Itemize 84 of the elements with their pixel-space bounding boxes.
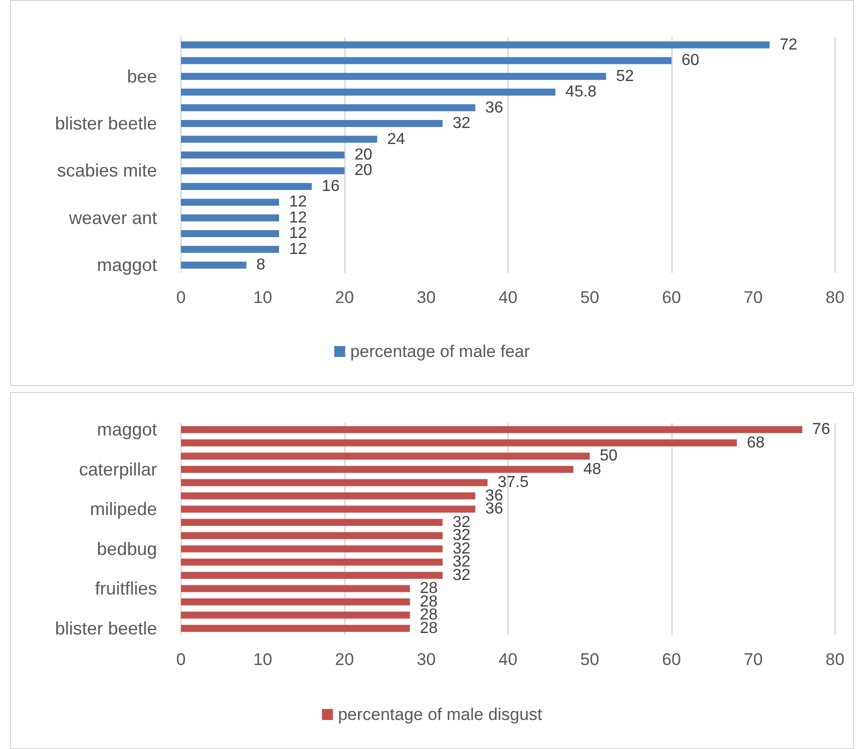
y-tick-label: bee: [126, 66, 157, 86]
data-label: 60: [682, 52, 700, 70]
bar: [181, 492, 476, 500]
bar: [181, 466, 574, 473]
y-tick-label: caterpillar: [78, 459, 158, 480]
y-tick-label: blister beetle: [54, 114, 157, 134]
y-tick-label: milipede: [90, 499, 157, 520]
x-tick-label: 10: [253, 288, 272, 307]
data-label: 12: [289, 225, 307, 242]
data-label: 48: [583, 460, 602, 478]
bar: [181, 152, 344, 158]
bar: [181, 558, 443, 566]
bar: [181, 585, 410, 592]
data-label: 12: [289, 194, 307, 211]
data-label: 32: [452, 566, 470, 584]
bar: [181, 518, 443, 526]
bar: [181, 230, 280, 238]
data-label: 52: [616, 68, 634, 85]
y-tick-label: maggot: [96, 255, 157, 276]
bar: [181, 612, 410, 619]
x-tick-label: 0: [176, 288, 186, 307]
bar: [181, 262, 246, 269]
data-label: 20: [354, 162, 372, 180]
bar: [181, 57, 672, 64]
bar: [181, 426, 802, 434]
data-label: 45.8: [565, 84, 597, 101]
x-tick-label: 50: [580, 288, 600, 307]
data-label: 28: [420, 620, 438, 637]
data-label: 50: [600, 448, 618, 465]
y-tick-label: scabies mite: [56, 160, 157, 181]
x-tick-label: 10: [253, 650, 272, 669]
bar: [181, 479, 488, 486]
bar: [181, 624, 410, 632]
data-label: 20: [354, 146, 372, 164]
x-tick-label: 30: [416, 650, 436, 669]
bar: [181, 120, 443, 128]
bar: [181, 136, 378, 143]
data-label: 16: [322, 178, 340, 195]
x-tick-label: 80: [826, 288, 844, 307]
x-tick-label: 70: [744, 650, 763, 669]
data-label: 24: [387, 130, 406, 148]
data-label: 76: [812, 421, 830, 438]
legend-label: percentage of male disgust: [338, 705, 542, 724]
x-tick-label: 70: [744, 288, 763, 307]
bar: [181, 72, 606, 80]
data-label: 36: [485, 99, 504, 116]
bar: [181, 572, 443, 579]
bar: [181, 532, 443, 540]
bar: [181, 506, 476, 513]
x-tick-label: 60: [662, 288, 681, 307]
x-tick-label: 0: [176, 650, 186, 669]
data-label: 32: [452, 115, 470, 132]
bar: [181, 182, 312, 190]
legend-label: percentage of male fear: [350, 342, 530, 361]
bar: [181, 452, 590, 460]
data-label: 72: [780, 36, 798, 54]
x-tick-label: 30: [416, 288, 436, 307]
data-label: 68: [746, 434, 765, 452]
x-tick-label: 40: [498, 650, 518, 669]
bar: [181, 167, 344, 174]
x-tick-label: 20: [335, 650, 354, 669]
data-label: 12: [289, 240, 307, 258]
data-label: 36: [485, 500, 504, 518]
y-tick-label: weaver ant: [68, 208, 157, 228]
bar: [181, 88, 556, 96]
bar: [181, 246, 280, 253]
data-label: 8: [256, 256, 266, 274]
bar: [181, 439, 737, 446]
x-tick-label: 60: [662, 650, 681, 669]
bar: [181, 104, 476, 112]
x-tick-label: 20: [335, 288, 354, 307]
y-tick-label: blister beetle: [54, 618, 157, 638]
bar: [181, 598, 410, 606]
bar: [181, 545, 443, 552]
data-label: 12: [289, 209, 307, 226]
x-tick-label: 40: [498, 288, 518, 307]
y-tick-label: fruitflies: [94, 578, 157, 599]
x-tick-label: 50: [580, 650, 600, 669]
y-tick-label: bedbug: [96, 538, 157, 559]
bar: [181, 214, 280, 222]
x-tick-label: 80: [826, 650, 844, 669]
bar: [181, 198, 280, 206]
y-tick-label: maggot: [96, 420, 157, 440]
bar: [181, 41, 770, 48]
